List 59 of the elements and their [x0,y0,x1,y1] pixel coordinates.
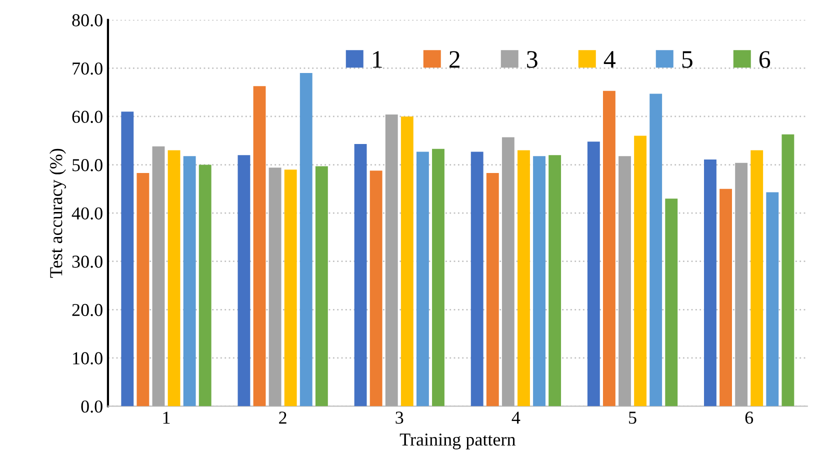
x-axis-title: Training pattern [400,434,516,450]
legend-label: 2 [449,51,460,68]
bar [650,94,662,406]
bar [253,86,266,406]
bar [168,150,180,406]
bar [416,152,429,406]
bar [618,156,631,406]
y-tick-label: 10.0 [73,352,102,364]
bar [720,188,732,406]
bar [315,166,328,406]
bar [400,116,414,406]
bar [198,164,212,406]
bar [518,150,530,406]
y-tick-label: 30.0 [72,256,102,268]
bar [183,156,196,406]
bar [548,155,562,406]
bar [268,168,282,406]
bar [602,90,616,406]
bar [152,146,165,406]
x-tick-label: 2 [279,412,286,424]
bar [284,170,297,406]
bar [121,112,134,406]
bar [750,150,764,406]
x-tick-label: 1 [163,412,170,424]
bar [300,73,312,406]
bar [634,136,647,406]
bar [470,152,484,406]
x-tick-label: 3 [396,412,404,424]
bar [432,148,444,406]
x-tick-label: 5 [629,412,636,424]
legend-label: 6 [759,51,770,68]
x-tick-label: 4 [512,412,520,424]
bar [502,137,514,406]
legend-label: 3 [527,51,538,68]
bar [782,134,794,406]
bar [238,155,250,406]
y-tick-label: 60.0 [72,110,102,124]
bar [766,192,779,406]
bar [385,114,398,406]
bar [136,172,150,406]
y-tick-label: 50.0 [72,159,102,172]
y-tick-label: 20.0 [72,304,102,316]
bar [665,198,678,406]
bar [354,144,367,406]
legend-label: 4 [604,51,616,68]
bar [486,172,499,406]
bar [587,142,600,406]
bar [704,159,716,406]
legend-label: 1 [373,51,382,68]
y-tick-label: 0.0 [81,400,102,413]
y-tick-label: 40.0 [72,207,102,220]
bar [735,162,748,406]
legend-label: 5 [682,51,692,68]
bar [533,156,546,406]
x-tick-label: 6 [745,412,754,424]
y-tick-label: 70.0 [72,62,102,75]
y-axis-title: Test accuracy (%) [50,148,66,278]
y-tick-label: 80.0 [72,14,102,26]
bar [370,170,382,406]
